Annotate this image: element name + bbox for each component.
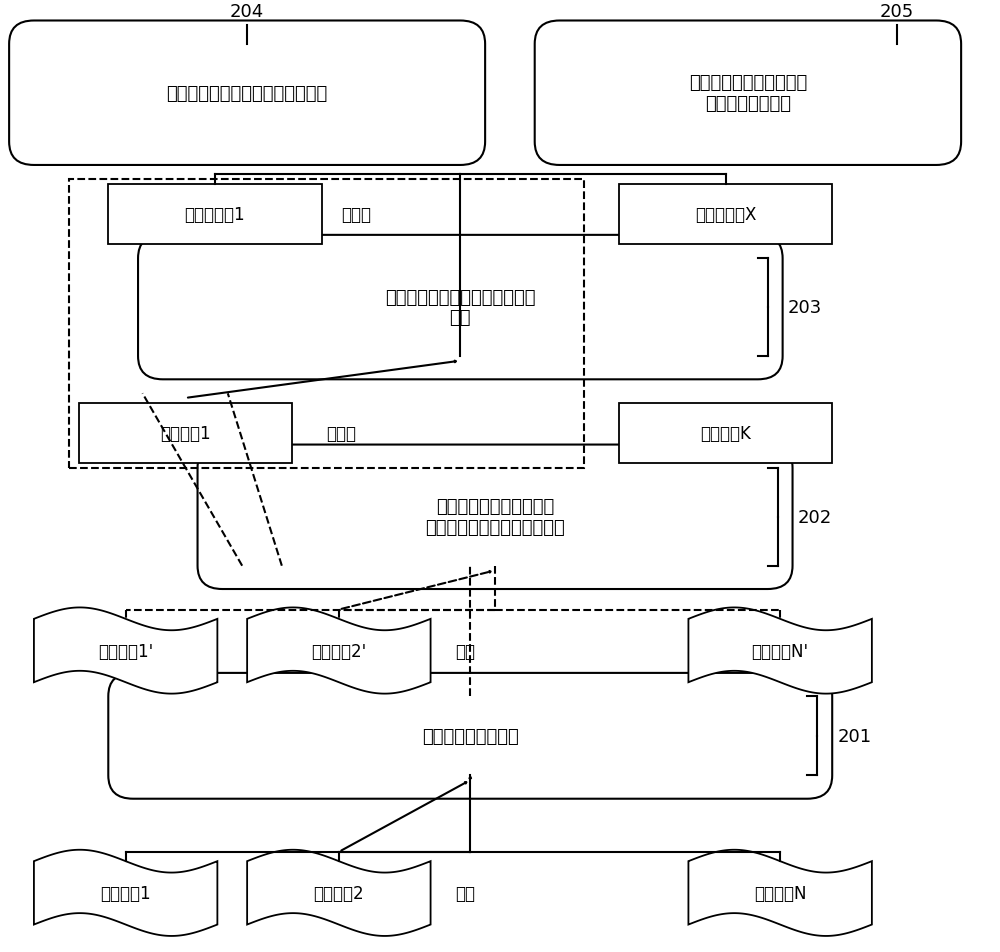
Polygon shape: [688, 607, 872, 694]
Text: 图片文件2': 图片文件2': [311, 642, 366, 660]
Text: 205: 205: [880, 3, 914, 21]
Text: 203: 203: [788, 299, 822, 317]
FancyBboxPatch shape: [138, 235, 783, 380]
Text: 图像对象K: 图像对象K: [700, 425, 751, 443]
Polygon shape: [247, 607, 431, 694]
Text: 201: 201: [837, 727, 871, 745]
Polygon shape: [247, 850, 431, 936]
Text: 事件图像集X: 事件图像集X: [695, 206, 756, 224]
Text: 基于事件的图像集进行管理和分享: 基于事件的图像集进行管理和分享: [166, 85, 328, 103]
FancyBboxPatch shape: [198, 446, 793, 589]
Text: 202: 202: [798, 508, 832, 526]
Bar: [108, 185, 322, 245]
Text: 事件图像集1: 事件图像集1: [185, 206, 245, 224]
Text: 将源自同一个原始图片的
图片文件合并成一个图像对象: 将源自同一个原始图片的 图片文件合并成一个图像对象: [425, 498, 565, 537]
FancyBboxPatch shape: [108, 673, 832, 799]
Text: 图片文件N: 图片文件N: [754, 883, 806, 902]
Bar: [619, 404, 832, 464]
Text: 根据具体的操作需要选择
最佳源的图片文件: 根据具体的操作需要选择 最佳源的图片文件: [689, 74, 807, 113]
FancyBboxPatch shape: [9, 22, 485, 166]
Text: 图片文件1': 图片文件1': [98, 642, 153, 660]
Text: 图片文件2: 图片文件2: [314, 883, 364, 902]
Text: 。。: 。。: [455, 883, 475, 902]
Text: 图片文件1: 图片文件1: [100, 883, 151, 902]
Polygon shape: [34, 607, 217, 694]
Polygon shape: [688, 850, 872, 936]
Text: 图片文件N': 图片文件N': [752, 642, 809, 660]
Text: 。。。: 。。。: [326, 425, 356, 443]
Text: 。。。: 。。。: [341, 206, 371, 224]
Text: 客户端收集图片文件: 客户端收集图片文件: [422, 727, 519, 745]
FancyBboxPatch shape: [535, 22, 961, 166]
Text: 204: 204: [230, 3, 264, 21]
Bar: [79, 404, 292, 464]
Text: 图像对象1: 图像对象1: [160, 425, 210, 443]
Bar: [69, 180, 584, 468]
Bar: [619, 185, 832, 245]
Text: 将合并后的图像对象按事件进行
分类: 将合并后的图像对象按事件进行 分类: [385, 288, 536, 327]
Text: 。。: 。。: [455, 642, 475, 660]
Polygon shape: [34, 850, 217, 936]
